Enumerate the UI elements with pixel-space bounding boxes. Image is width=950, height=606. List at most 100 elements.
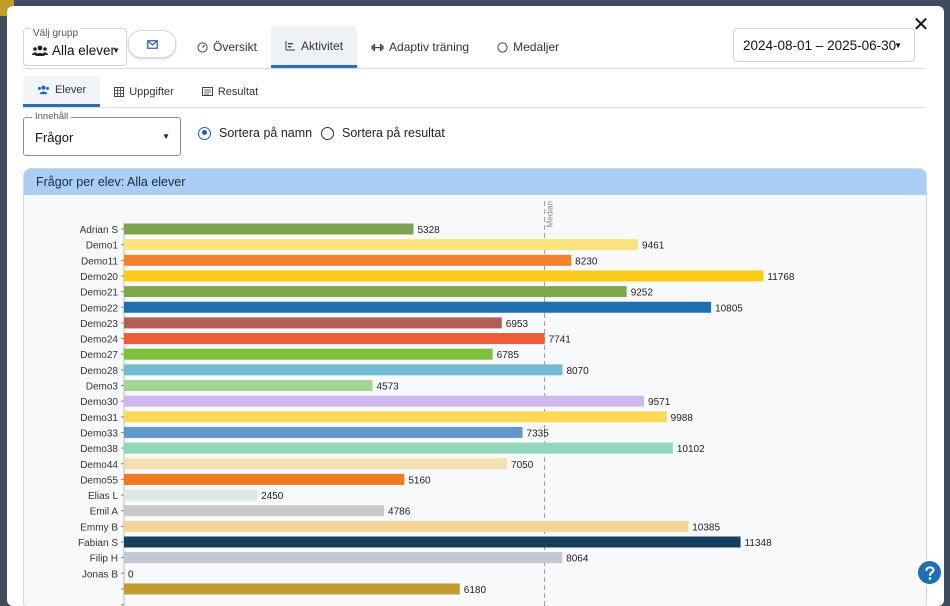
- sort-by-result-radio[interactable]: Sortera på resultat: [321, 126, 445, 140]
- content-select-value: Frågor: [35, 130, 74, 145]
- bar-value-label: 5160: [408, 475, 431, 486]
- chart-card: Frågor per elev: Alla elever Median Adria…: [23, 168, 927, 606]
- subtab-uppgifter[interactable]: Uppgifter: [100, 76, 188, 107]
- bar-category-label: Demo31: [80, 413, 118, 424]
- chart-title: Frågor per elev: Alla elever: [24, 169, 926, 195]
- sort-by-result-label: Sortera på resultat: [342, 126, 445, 140]
- bar[interactable]: [124, 505, 385, 517]
- subtab-resultat-label: Resultat: [217, 85, 259, 98]
- bar[interactable]: [124, 270, 764, 282]
- bar-category-label: Adrian S: [80, 225, 119, 236]
- help-button[interactable]: [916, 559, 943, 586]
- bar-category-label: Demo38: [80, 444, 118, 455]
- bar[interactable]: [124, 364, 563, 376]
- date-range-select[interactable]: 2024-08-01 – 2025-06-30 ▼: [733, 28, 915, 62]
- tab-medaljer[interactable]: Medaljer: [483, 26, 573, 68]
- chart-area: Median Adrian S 5328 Demo1 9461 Demo11 8230 Dem…: [24, 195, 926, 606]
- bar-category-label: Demo44: [80, 460, 118, 471]
- bar[interactable]: [124, 333, 545, 345]
- mail-button[interactable]: [128, 30, 176, 58]
- list-icon: [201, 87, 213, 96]
- radio-selected-icon: [198, 126, 211, 140]
- bar-value-label: 9571: [648, 397, 671, 408]
- bar[interactable]: [124, 286, 627, 298]
- chevron-down-icon: ▼: [112, 46, 120, 55]
- sub-tabs: Elever Uppgifter Resultat: [23, 76, 272, 108]
- tab-oversikt-label: Översikt: [213, 40, 258, 54]
- bar[interactable]: [124, 552, 563, 564]
- question-icon: [925, 565, 935, 580]
- tab-aktivitet[interactable]: Aktivitet: [271, 26, 358, 68]
- bar[interactable]: [124, 223, 414, 235]
- group-select-value: Alla elever: [52, 43, 116, 58]
- bar[interactable]: [124, 348, 493, 360]
- subtab-uppgifter-label: Uppgifter: [129, 85, 174, 98]
- table-icon: [114, 86, 125, 97]
- bar[interactable]: [124, 239, 639, 251]
- close-icon[interactable]: ✕: [912, 14, 930, 36]
- bar-value-label: 8230: [575, 256, 598, 267]
- bar-value-label: 6180: [464, 585, 487, 596]
- content-select[interactable]: Innehåll Frågor ▼: [23, 111, 181, 156]
- bar[interactable]: [124, 426, 523, 438]
- date-range-value: 2024-08-01 – 2025-06-30: [743, 37, 897, 53]
- bar-category-label: Emmy B: [80, 522, 118, 533]
- bar[interactable]: [124, 395, 645, 407]
- bar[interactable]: [124, 489, 258, 501]
- content-select-legend: Innehåll: [32, 111, 72, 122]
- bar-value-label: 6785: [497, 350, 520, 361]
- bar[interactable]: [124, 442, 673, 454]
- main-tabs: Översikt Aktivitet Adaptiv träning Medal…: [183, 26, 573, 68]
- chevron-down-icon: ▼: [162, 132, 170, 141]
- bar[interactable]: [124, 473, 405, 485]
- bar-value-label: 9461: [642, 241, 665, 252]
- bar[interactable]: [124, 380, 373, 391]
- bar[interactable]: [124, 254, 572, 266]
- bar-value-label: 8070: [566, 366, 589, 377]
- sort-by-name-radio[interactable]: Sortera på namn: [198, 126, 312, 140]
- activity-modal: ✕ Välj grupp Alla elever ▼ Översikt: [7, 6, 944, 606]
- bar[interactable]: [124, 583, 460, 595]
- bar-value-label: 0: [128, 569, 134, 580]
- bar-chart-icon: [285, 41, 296, 51]
- bar[interactable]: [124, 411, 667, 423]
- divider: [23, 107, 925, 108]
- bar[interactable]: [124, 317, 502, 329]
- subtab-resultat[interactable]: Resultat: [188, 76, 272, 107]
- bar-chart: Median Adrian S 5328 Demo1 9461 Demo11 8230 Dem…: [78, 201, 795, 606]
- tab-oversikt[interactable]: Översikt: [183, 26, 271, 68]
- bar-value-label: 10805: [715, 303, 743, 314]
- tab-adaptiv-traning[interactable]: Adaptiv träning: [357, 26, 483, 68]
- bar-value-label: 11768: [767, 272, 795, 283]
- bar-value-label: 4573: [376, 382, 399, 393]
- subtab-elever[interactable]: Elever: [23, 76, 101, 107]
- group-select[interactable]: Välj grupp Alla elever ▼: [23, 28, 127, 66]
- sort-by-name-label: Sortera på namn: [219, 126, 313, 140]
- chevron-down-icon: ▼: [894, 41, 902, 50]
- bar-category-label: Demo24: [80, 335, 118, 346]
- users-icon: [32, 45, 48, 56]
- bar-category-label: Jonas B: [82, 569, 118, 580]
- bar-category-label: Demo33: [80, 428, 118, 439]
- bar-value-label: 10102: [677, 444, 705, 455]
- bar-value-label: 5328: [417, 225, 440, 236]
- bar[interactable]: [124, 458, 508, 470]
- group-select-value-wrap: Alla elever: [32, 43, 115, 58]
- bar-category-label: Filip H: [90, 554, 118, 565]
- bar-category-label: Demo1: [86, 241, 119, 252]
- bar[interactable]: [124, 301, 712, 313]
- group-select-legend: Välj grupp: [31, 28, 81, 39]
- median-label: Median: [546, 201, 555, 227]
- bar-category-label: Elias L: [88, 491, 118, 502]
- bar-category-label: Demo20: [80, 272, 118, 283]
- bar-category-label: Demo21: [80, 288, 118, 299]
- bar-value-label: 6953: [506, 319, 529, 330]
- tab-medaljer-label: Medaljer: [513, 40, 560, 54]
- bar[interactable]: [124, 536, 741, 548]
- bar-value-label: 9252: [631, 288, 654, 299]
- bar-value-label: 7741: [549, 335, 572, 346]
- bar-category-label: Demo22: [80, 303, 118, 314]
- bar-category-label: Demo28: [80, 366, 118, 377]
- bar-category-label: Demo3: [86, 382, 119, 393]
- bar[interactable]: [124, 520, 689, 532]
